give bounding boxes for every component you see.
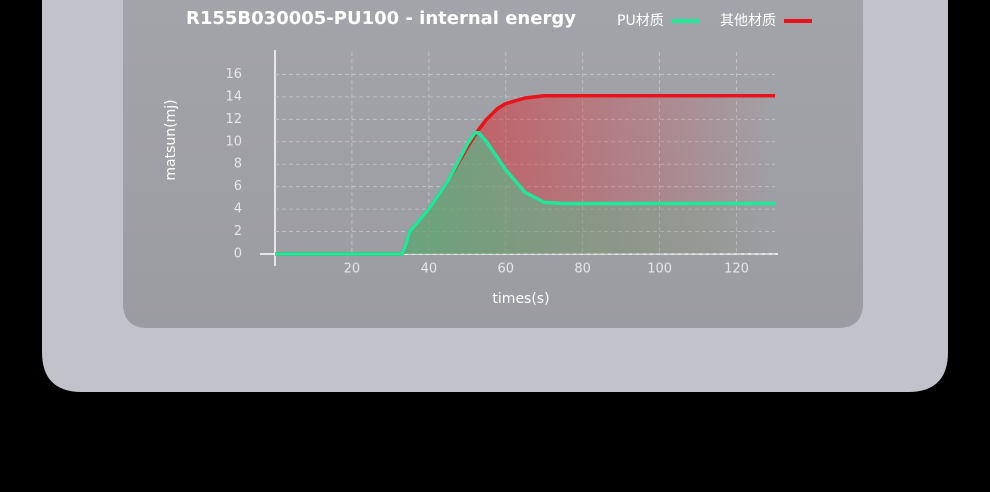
y-tick-label: 6 — [234, 179, 242, 194]
y-tick-label: 8 — [234, 157, 242, 172]
x-tick-label: 60 — [497, 262, 514, 277]
legend-label: 其他材质 — [720, 13, 776, 29]
x-tick-label: 120 — [724, 262, 749, 277]
y-tick-label: 0 — [234, 247, 242, 262]
x-tick-label: 20 — [344, 262, 361, 277]
y-tick-label: 16 — [225, 67, 242, 82]
y-tick-label: 12 — [225, 112, 242, 127]
chart-title: R155B030005-PU100 - internal energy — [186, 8, 576, 29]
y-axis-label: matsun(mj) — [163, 99, 179, 180]
x-axis-label: times(s) — [492, 291, 549, 307]
x-tick-label: 40 — [421, 262, 438, 277]
y-tick-label: 10 — [225, 134, 242, 149]
x-tick-label: 80 — [574, 262, 591, 277]
y-tick-label: 4 — [234, 202, 242, 217]
x-tick-label: 100 — [647, 262, 672, 277]
legend-label: PU材质 — [617, 13, 664, 29]
y-tick-label: 14 — [225, 89, 242, 104]
y-tick-label: 2 — [234, 224, 242, 239]
line — [275, 131, 775, 256]
